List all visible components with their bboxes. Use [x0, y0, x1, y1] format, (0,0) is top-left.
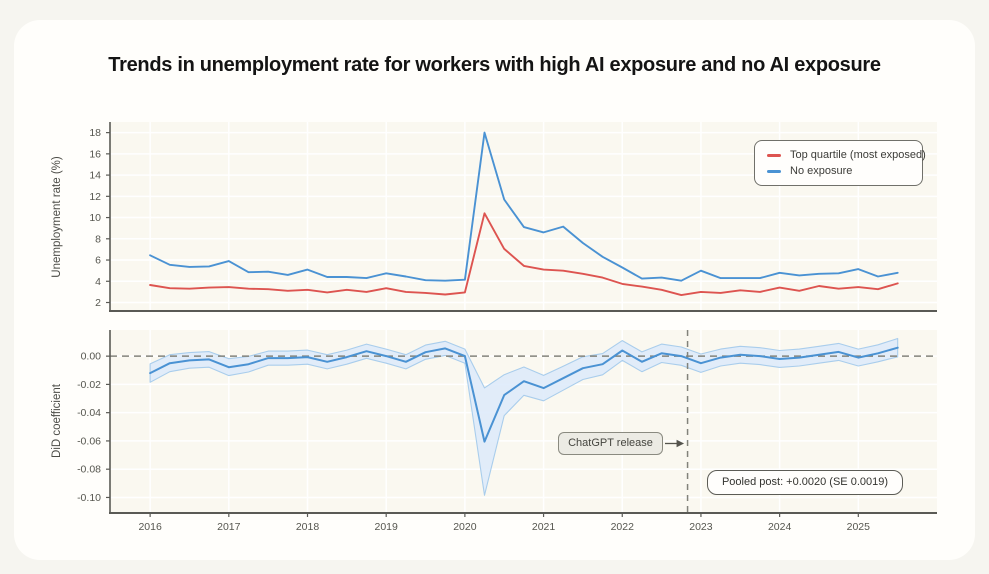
x-tick-label: 2025	[847, 521, 871, 533]
legend-item-top-quartile: Top quartile (most exposed)	[767, 147, 926, 163]
x-tick-label: 2017	[217, 521, 241, 533]
x-tick-label: 2021	[532, 521, 556, 533]
legend-swatch-red-dash	[767, 153, 781, 157]
bottom-y-axis-label: DiD coefficient	[51, 384, 63, 458]
chatgpt-release-annotation: ChatGPT release	[558, 432, 663, 455]
y-tick-label: 14	[89, 170, 101, 182]
y-tick-label: 4	[95, 276, 101, 288]
legend: Top quartile (most exposed) No exposure	[754, 140, 926, 186]
y-tick-label: 16	[89, 148, 101, 160]
legend-label-top-quartile: Top quartile (most exposed)	[790, 149, 926, 161]
top-quartile-most-exposed--line	[149, 212, 899, 297]
x-tick-label: 2020	[453, 521, 477, 533]
y-tick-label: 2	[95, 297, 101, 309]
x-tick-label: 2023	[689, 521, 713, 533]
y-tick-label: -0.10	[77, 492, 101, 504]
x-tick-label: 2018	[296, 521, 320, 533]
y-tick-label: 0.00	[81, 351, 102, 363]
x-tick-label: 2022	[611, 521, 635, 533]
y-tick-label: 10	[89, 212, 101, 224]
y-tick-label: -0.08	[77, 464, 101, 476]
chatgpt-arrow-head	[676, 439, 685, 448]
legend-swatch-blue-dash	[767, 169, 781, 173]
x-tick-label: 2016	[138, 521, 162, 533]
y-tick-label: -0.02	[77, 379, 101, 391]
legend-label-no-exposure: No exposure	[790, 165, 853, 177]
legend-item-no-exposure: No exposure	[767, 163, 916, 179]
chart-title: Trends in unemployment rate for workers …	[108, 54, 881, 76]
x-tick-label: 2024	[768, 521, 792, 533]
y-tick-label: 6	[95, 255, 101, 267]
top-y-axis-label: Unemployment rate (%)	[51, 156, 63, 278]
y-tick-label: 8	[95, 233, 101, 245]
x-tick-label: 2019	[375, 521, 399, 533]
y-tick-label: -0.06	[77, 435, 101, 447]
no-exposure-line	[149, 131, 899, 282]
y-tick-label: -0.04	[77, 407, 101, 419]
pooled-post-annotation: Pooled post: +0.0020 (SE 0.0019)	[707, 470, 903, 495]
y-tick-label: 12	[89, 191, 101, 203]
did-estimate-line	[149, 346, 899, 443]
y-tick-label: 18	[89, 127, 101, 139]
